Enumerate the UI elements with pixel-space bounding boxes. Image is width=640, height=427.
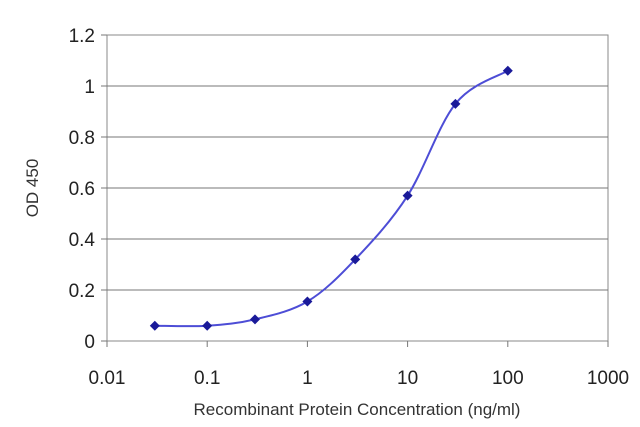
x-tick-label: 0.01 [89,368,126,389]
data-point-marker [502,65,513,76]
data-point-marker [350,254,361,265]
y-tick-label: 0.2 [69,281,95,302]
x-tick-label: 100 [492,368,524,389]
series-line [154,69,509,328]
data-point-marker [450,98,461,109]
x-axis-title: Recombinant Protein Concentration (ng/ml… [194,400,521,419]
y-tick-label: 0.6 [69,179,95,200]
y-tick-label: 0.8 [69,128,95,149]
y-tick-label: 1.2 [69,26,95,47]
y-axis-title: OD 450 [23,159,42,218]
y-tick-label: 0.4 [69,230,96,251]
x-tick-label: 1 [302,368,313,389]
y-tick-label: 0 [84,332,95,353]
data-point-marker [202,320,213,331]
y-tick-label: 1 [84,77,95,98]
x-tick-label: 1000 [587,368,629,389]
data-point-marker [250,314,261,325]
data-point-marker [402,190,413,201]
x-tick-label: 10 [397,368,418,389]
x-tick-labels: 0.01 0.1 1 10 100 1000 [89,341,629,389]
data-series [149,65,513,331]
y-tick-labels: 0 0.2 0.4 0.6 0.8 1 1.2 [69,26,107,353]
data-point-marker [302,296,313,307]
data-point-marker [149,320,160,331]
grid-lines [107,85,608,291]
x-tick-label: 0.1 [194,368,220,389]
